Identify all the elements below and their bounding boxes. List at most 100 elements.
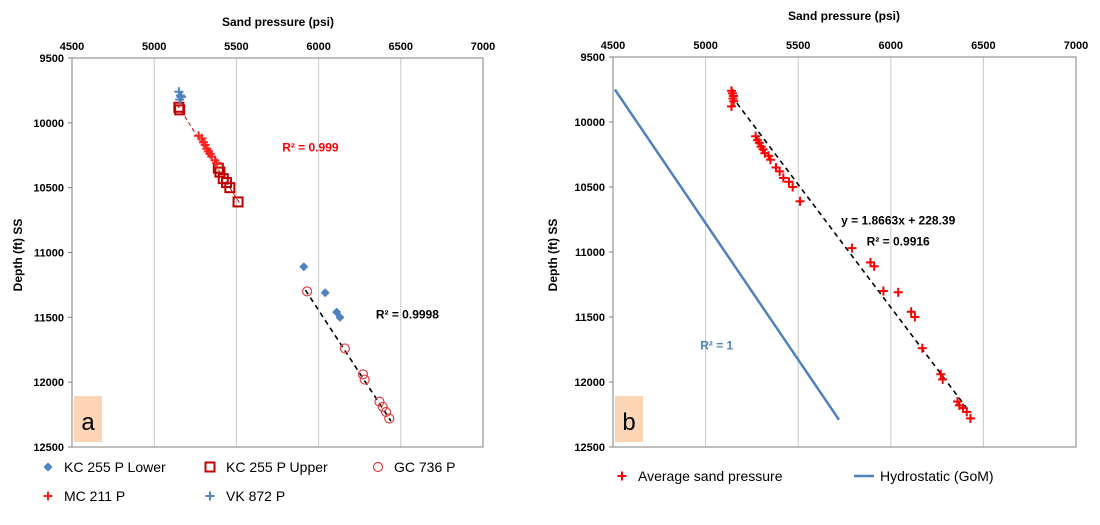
panel-a-annotations: R² = 0.999 R² = 0.9998 [282,140,439,321]
panel-a-trendline [304,289,392,422]
panel-b-data-point [775,166,785,176]
panel-a-y-tick-label: 12500 [33,442,64,454]
panel-b: Sand pressure (psi) Depth (ft) SS 4500 50… [546,9,1088,484]
panel-a-annotation: R² = 0.999 [282,140,339,154]
panel-a-y-tick-label: 10500 [33,183,64,195]
panel-a-plot-border [71,57,484,448]
panel-a-data-point [232,196,244,208]
panel-a-xlabel: Sand pressure (psi) [222,15,334,29]
panel-b-xlabel: Sand pressure (psi) [788,9,900,23]
panel-b-ylabel: Depth (ft) SS [546,219,560,292]
panel-a-legend-swatch [43,462,53,472]
panel-a-x-tick-label: 4500 [60,41,84,53]
panel-b-y-tick-label: 11500 [575,312,605,324]
panel-b-trendline [730,95,970,412]
panel-b-annotations: y = 1.8663x + 228.39 R² = 0.9916 R² = 1 [700,214,955,353]
panel-b-trendlines [730,95,970,412]
panel-b-legend-label: Average sand pressure [638,468,783,484]
panel-a-x-tick-label: 7000 [471,41,495,53]
panel-a-legend-label: MC 211 P [64,488,125,504]
panel-a-y-tick-label: 12000 [33,377,64,389]
panel-a-data-point [374,396,385,407]
panel-a-data-point [214,166,226,178]
panel-b-y-tick-label: 10500 [574,182,605,194]
panel-b-y-tick-label: 9500 [581,52,605,64]
panel-a-data-point [301,286,313,297]
panel-a-legend-label: KC 255 P Lower [64,459,166,475]
panel-b-series-line [613,88,840,421]
panel-a-data-point [224,182,236,194]
panel-a-label-box [74,396,102,442]
panel-b-plot-border [612,56,1077,448]
panel-a-data-point [174,104,186,116]
panel-b-x-tick-label: 4500 [601,40,625,52]
panel-b-data-point [778,173,788,183]
panel-a-data-point [339,343,351,354]
panel-a-data-point [357,369,369,380]
panel-b-x-tick-label: 5500 [786,40,810,52]
panel-a-marks [173,87,395,424]
panel-a-legend-swatch [204,461,216,473]
panel-a-data-point [212,158,222,168]
panel-b-label-box [615,396,643,442]
panel-a-data-point [299,262,309,272]
panel-b-data-point [784,177,794,187]
panel-b-legend-label: Hydrostatic (GoM) [880,468,994,484]
panel-b-data-point [917,343,927,353]
panel-b-legend-swatch [617,471,627,481]
panel-a-data-point [335,312,345,322]
panel-a-data-point [359,374,370,385]
panel-b-x-tick-label: 7000 [1064,40,1088,52]
panel-b-label: b [622,409,635,436]
panel-b-y-tick-label: 10000 [574,117,605,129]
panel-b-data-point [878,286,888,296]
panel-a-data-point [377,401,388,412]
panel-b-y-tick-label: 12000 [574,377,605,389]
panel-a-annotation: R² = 0.9998 [376,308,439,322]
panel-b-annotation: R² = 0.9916 [867,235,930,249]
panel-b-data-point [938,374,948,384]
panel-a-x-tick-label: 5500 [224,41,248,53]
panel-a-x-tick-label: 6000 [306,41,330,53]
panel-a-data-point [380,406,392,418]
panel-a-y-tick-label: 11500 [34,312,64,324]
panel-b-data-point [893,287,903,297]
panel-b-data-point [906,307,916,317]
panel-b-data-point [729,96,739,106]
panel-b-x-tick-label: 5000 [693,40,717,52]
panel-b-data-point [788,182,798,192]
panel-b-data-point [869,261,879,271]
panel-a-x-tick-label: 5000 [142,41,166,53]
panel-a-data-point [176,92,186,102]
panel-a: Sand pressure (psi) Depth (ft) SS 4500 50… [11,15,495,504]
panel-b-legend: Average sand pressure Hydrostatic (GoM) [617,468,994,484]
panel-b-annotation: R² = 1 [700,339,733,353]
panel-b-ticks: 4500 5000 5500 6000 6500 7000 9500 10000 10500 11… [574,40,1088,454]
panel-a-ticks: 4500 5000 5500 6000 6500 7000 9500 10000 10500 11… [33,41,495,454]
panel-a-y-tick-label: 9500 [40,53,64,65]
panel-b-data-point [910,312,920,322]
panel-b-data-point [965,413,975,423]
panel-b-x-tick-label: 6500 [971,40,995,52]
panel-b-y-tick-label: 12500 [574,442,605,454]
panel-a-legend-swatch [205,491,215,501]
panel-a-x-tick-label: 6500 [389,41,413,53]
panel-a-data-point [320,288,330,298]
panel-b-data-point [795,196,805,206]
panel-b-y-tick-label: 11000 [575,247,605,259]
panel-a-legend-label: GC 736 P [394,459,455,475]
panel-b-data-point [962,407,972,417]
panel-a-legend-swatch [43,491,53,501]
panel-a-y-tick-label: 11000 [34,248,64,260]
panel-a-data-point [384,413,395,424]
panel-a-legend-label: VK 872 P [226,488,285,504]
panel-b-data-point [847,243,857,253]
panel-b-data-point [727,101,737,111]
panel-a-y-tick-label: 10000 [33,118,64,130]
panel-b-x-tick-label: 6000 [879,40,903,52]
panel-b-annotation: y = 1.8663x + 228.39 [841,214,955,228]
panel-b-marks [613,86,975,423]
panel-a-ylabel: Depth (ft) SS [11,219,25,292]
